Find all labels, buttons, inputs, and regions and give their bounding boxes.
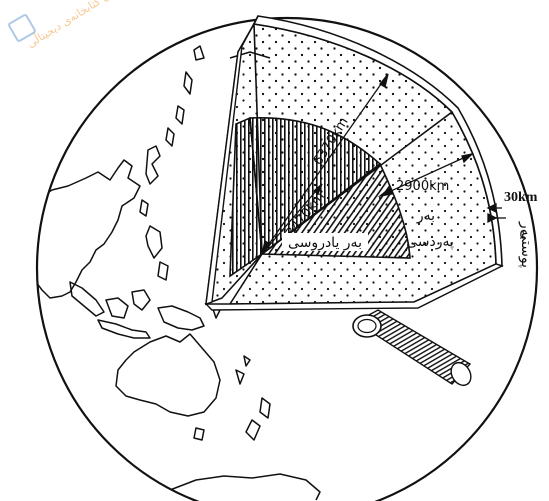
watermark-logo: ئەکادیمیای کوردی کتابخانەی دیجیتاڵی bbox=[8, 0, 174, 51]
core-front-face bbox=[229, 116, 263, 278]
continent-outlines bbox=[37, 45, 321, 501]
core-sample-cylinder bbox=[352, 309, 472, 387]
core-name-label: بەر یادروسی bbox=[288, 235, 362, 251]
watermark-text: ئەکادیمیای کوردی کتابخانەی دیجیتاڵی bbox=[24, 0, 174, 51]
crust-depth-label: 30km bbox=[504, 190, 538, 205]
mantle-depth-label: 2900km bbox=[396, 179, 449, 194]
crust-name-line1: بەر bbox=[518, 221, 534, 240]
mantle-name-line1: بەر bbox=[416, 208, 435, 224]
crust-front-edge bbox=[205, 15, 259, 306]
crust-name-line2: پوستی bbox=[518, 229, 534, 268]
mantle-name-line2: پەردسی bbox=[406, 234, 454, 250]
dimension-lines bbox=[261, 73, 506, 255]
core-region bbox=[249, 116, 382, 256]
section-base bbox=[204, 263, 504, 311]
cutaway-section bbox=[204, 15, 504, 311]
